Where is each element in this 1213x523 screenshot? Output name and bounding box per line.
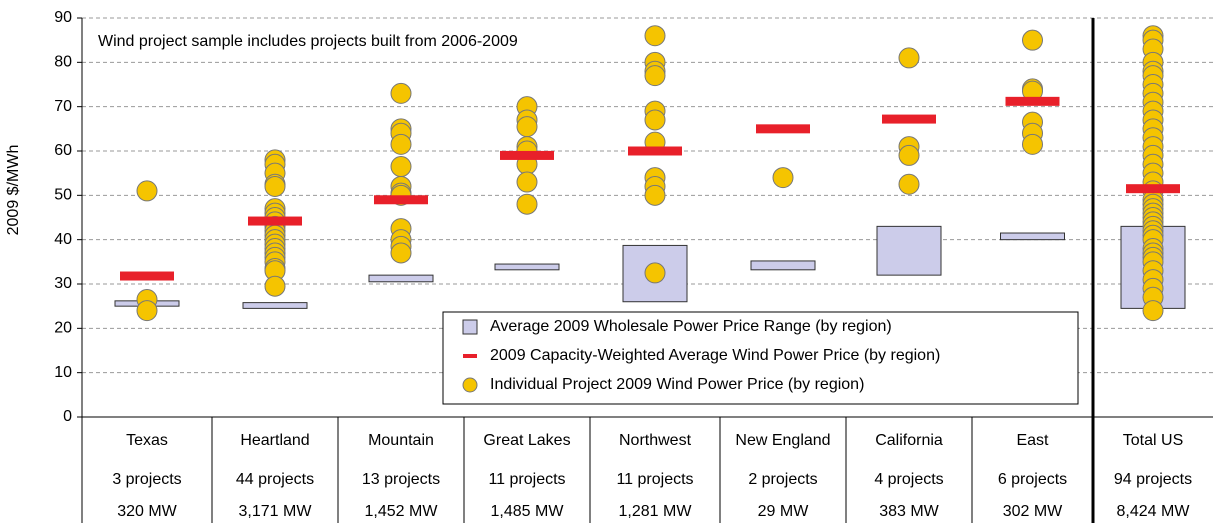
average-bar [628, 146, 682, 156]
average-bar [248, 216, 302, 226]
y-tick-label: 30 [54, 275, 72, 292]
price-range [242, 302, 308, 309]
project-dot [1022, 133, 1043, 155]
project-dot [898, 144, 920, 166]
project-dot [644, 109, 666, 131]
capacity-label: 1,281 MW [619, 503, 693, 520]
capacity-label: 320 MW [117, 503, 177, 520]
legend-label: 2009 Capacity-Weighted Average Wind Powe… [490, 347, 940, 364]
legend-box [442, 311, 1079, 405]
price-range [750, 260, 816, 271]
projects-label: 13 projects [362, 471, 440, 488]
project-dot [136, 180, 158, 202]
legend-swatch [463, 354, 477, 358]
average-bar [1126, 184, 1180, 194]
projects-label: 6 projects [998, 471, 1067, 488]
capacity-label: 1,452 MW [365, 503, 439, 520]
category-label: Northwest [619, 432, 692, 449]
price-range [876, 225, 942, 276]
project-dot [516, 193, 538, 215]
category-label: Great Lakes [483, 432, 570, 449]
average-bar [374, 195, 428, 205]
project-dot [772, 167, 794, 189]
project-dot [264, 175, 286, 197]
capacity-label: 3,171 MW [239, 503, 313, 520]
project-dot [390, 242, 412, 264]
annotation: Wind project sample includes projects bu… [98, 33, 518, 50]
project-dot [1142, 300, 1164, 322]
projects-label: 3 projects [112, 471, 181, 488]
project-dot [644, 262, 666, 284]
price-range [1000, 232, 1065, 241]
y-tick-label: 60 [54, 142, 72, 159]
project-dot [1022, 29, 1043, 51]
average-bar [500, 150, 554, 160]
project-dot [390, 156, 412, 178]
project-dot [644, 65, 666, 87]
projects-label: 94 projects [1114, 471, 1192, 488]
project-dot [264, 275, 286, 297]
project-dot [136, 300, 158, 322]
project-dot [390, 82, 412, 104]
y-tick-label: 40 [54, 231, 72, 248]
project-dot [516, 171, 538, 193]
average-bar [756, 124, 810, 134]
y-tick-label: 80 [54, 54, 72, 71]
y-tick-label: 50 [54, 187, 72, 204]
legend-swatch [462, 377, 478, 393]
project-dot [644, 184, 666, 206]
projects-label: 11 projects [488, 471, 565, 488]
project-dot [390, 133, 412, 155]
projects-label: 11 projects [616, 471, 693, 488]
project-dot [516, 116, 538, 138]
projects-label: 4 projects [874, 471, 943, 488]
category-label: New England [735, 432, 830, 449]
capacity-label: 29 MW [758, 503, 810, 520]
project-dot [644, 25, 666, 47]
project-dot [898, 173, 920, 195]
category-label: Heartland [240, 432, 309, 449]
legend-label: Individual Project 2009 Wind Power Price… [490, 376, 864, 393]
category-label: East [1016, 432, 1049, 449]
y-tick-label: 90 [54, 9, 72, 26]
y-tick-label: 70 [54, 98, 72, 115]
y-tick-label: 0 [63, 408, 72, 425]
average-bar [1005, 96, 1060, 106]
price-range [494, 263, 560, 271]
y-tick-label: 20 [54, 320, 72, 337]
category-label: Texas [126, 432, 168, 449]
average-bar [882, 114, 936, 124]
category-label: California [875, 432, 943, 449]
average-bar [120, 271, 174, 281]
project-dot [898, 47, 920, 69]
legend-label: Average 2009 Wholesale Power Price Range… [490, 318, 892, 335]
y-axis-label: 2009 $/MWh [5, 145, 22, 236]
capacity-label: 1,485 MW [491, 503, 565, 520]
price-range [368, 274, 434, 283]
category-label: Mountain [368, 432, 434, 449]
projects-label: 44 projects [236, 471, 314, 488]
capacity-label: 383 MW [879, 503, 939, 520]
category-label: Total US [1123, 432, 1183, 449]
projects-label: 2 projects [748, 471, 817, 488]
y-tick-label: 10 [54, 364, 72, 381]
legend-swatch [462, 319, 478, 335]
capacity-label: 8,424 MW [1117, 503, 1191, 520]
capacity-label: 302 MW [1003, 503, 1063, 520]
